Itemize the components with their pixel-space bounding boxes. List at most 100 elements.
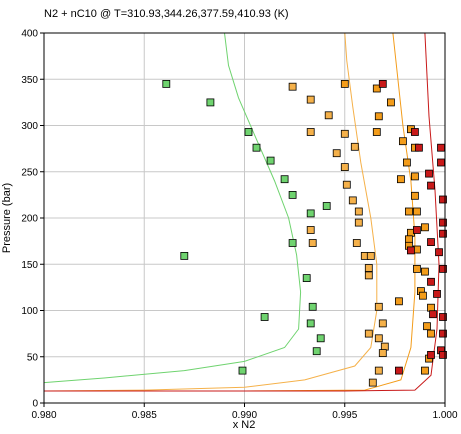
- data-point-series-1: [238, 366, 247, 375]
- data-point-series-4: [433, 289, 441, 298]
- data-point-series-1: [252, 143, 261, 152]
- data-point-series-3: [420, 366, 429, 375]
- y-axis-label: Pressure (bar): [1, 183, 13, 253]
- data-point-series-2: [348, 196, 357, 205]
- data-point-series-4: [412, 226, 421, 234]
- data-point-series-2: [374, 334, 383, 343]
- data-point-series-2: [368, 378, 377, 387]
- data-point-series-4: [439, 313, 447, 321]
- y-tick-label: 350: [21, 75, 38, 86]
- data-point-series-1: [288, 190, 297, 199]
- x-tick-label: 0.995: [332, 410, 357, 421]
- data-point-series-2: [306, 95, 315, 104]
- data-point-series-3: [386, 98, 395, 107]
- data-point-series-2: [364, 329, 373, 338]
- data-point-series-2: [380, 342, 389, 351]
- data-point-series-1: [302, 274, 311, 283]
- y-tick-label: 300: [21, 121, 38, 132]
- data-point-series-4: [410, 128, 419, 136]
- y-tick-label: 100: [21, 306, 38, 317]
- data-point-series-1: [306, 209, 315, 218]
- y-tick-label: 0: [32, 399, 38, 410]
- data-point-series-3: [420, 267, 429, 276]
- data-point-series-2: [354, 207, 363, 216]
- data-point-series-1: [180, 251, 189, 260]
- data-point-series-4: [427, 350, 435, 359]
- data-point-series-1: [244, 128, 253, 136]
- data-point-series-2: [324, 111, 333, 120]
- data-point-series-2: [340, 129, 349, 138]
- data-point-series-4: [427, 238, 435, 247]
- data-point-series-3: [374, 112, 383, 121]
- data-point-series-3: [372, 84, 381, 93]
- data-point-series-2: [374, 302, 383, 311]
- data-point-series-2: [306, 128, 315, 136]
- data-point-series-3: [402, 158, 411, 167]
- y-tick-label: 400: [21, 29, 38, 40]
- data-point-series-2: [364, 264, 373, 272]
- data-point-series-2: [306, 226, 315, 234]
- data-point-series-1: [306, 319, 315, 328]
- data-point-series-3: [410, 172, 419, 181]
- grid-lines: [44, 33, 445, 403]
- data-point-series-1: [312, 347, 321, 356]
- data-point-series-2: [378, 349, 387, 358]
- data-point-series-1: [280, 175, 289, 184]
- data-point-series-3: [423, 322, 431, 331]
- data-point-series-1: [260, 313, 269, 321]
- data-point-series-1: [322, 202, 331, 210]
- data-point-series-4: [439, 264, 447, 273]
- data-point-series-4: [439, 350, 447, 359]
- x-tick-label: 1.000: [432, 410, 457, 421]
- data-point-series-3: [404, 207, 413, 216]
- data-point-series-4: [435, 248, 443, 257]
- data-point-series-4: [427, 277, 435, 286]
- data-point-series-4: [394, 366, 403, 375]
- data-point-series-3: [372, 128, 381, 136]
- data-point-series-3: [427, 329, 435, 338]
- data-point-series-3: [412, 207, 421, 216]
- data-point-series-1: [316, 334, 325, 343]
- data-point-series-2: [366, 251, 375, 260]
- data-point-series-3: [427, 303, 435, 312]
- y-axis-ticks: 0 50 100 150 200 250 300 350 400: [21, 29, 44, 410]
- y-tick-label: 50: [27, 352, 39, 363]
- data-point-series-4: [439, 329, 447, 338]
- data-point-series-2: [340, 163, 349, 172]
- y-tick-label: 250: [21, 167, 38, 178]
- data-point-series-4: [414, 143, 423, 152]
- envelope-curve-3: [44, 33, 416, 392]
- data-point-series-3: [340, 80, 349, 88]
- data-point-series-4: [439, 218, 447, 227]
- data-points: [162, 80, 447, 387]
- chart-title: N2 + nC10 @ T=310.93,344.26,377.59,410.9…: [44, 8, 289, 20]
- data-point-series-3: [412, 264, 421, 273]
- x-tick-label: 0.990: [232, 410, 257, 421]
- data-point-series-1: [266, 156, 275, 165]
- data-point-series-4: [378, 80, 387, 88]
- data-point-series-4: [437, 143, 445, 152]
- data-point-series-3: [398, 137, 407, 146]
- data-point-series-2: [374, 366, 383, 375]
- data-point-series-3: [404, 235, 413, 244]
- data-point-series-2: [288, 82, 297, 91]
- data-point-series-4: [439, 195, 447, 204]
- data-point-series-2: [342, 180, 351, 189]
- data-point-series-3: [396, 175, 405, 184]
- x-tick-label: 0.980: [31, 410, 56, 421]
- data-point-series-3: [410, 191, 419, 200]
- x-axis-ticks: 0.980 0.985 0.990 0.995 1.000: [31, 403, 458, 421]
- data-point-series-4: [439, 229, 447, 238]
- envelope-curve-1: [44, 33, 302, 384]
- data-point-series-3: [418, 291, 427, 300]
- data-point-series-4: [406, 246, 415, 255]
- data-point-series-4: [425, 169, 433, 178]
- envelope-curve-4: [44, 33, 440, 392]
- x-axis-label: x N2: [233, 419, 256, 431]
- y-tick-label: 200: [21, 214, 38, 225]
- data-point-series-2: [352, 239, 361, 247]
- data-point-series-4: [437, 158, 445, 167]
- data-point-series-1: [308, 302, 317, 311]
- data-point-series-3: [394, 297, 403, 306]
